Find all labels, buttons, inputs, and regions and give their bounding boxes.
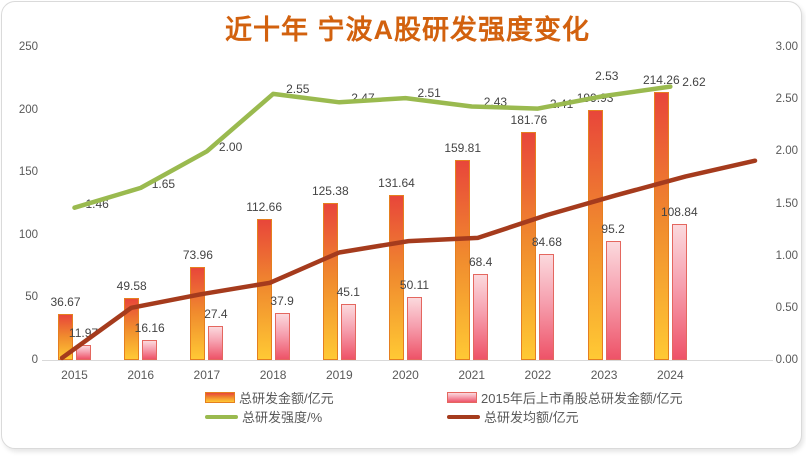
bar-post2015-rnd-2016: [142, 340, 158, 360]
legend-label: 总研发均额/亿元: [484, 410, 579, 425]
data-label-rnd-intensity: 2.41: [549, 96, 574, 111]
legend-label: 总研发强度/%: [242, 410, 323, 425]
data-label-post2015-rnd: 95.2: [601, 222, 625, 236]
data-label-post2015-rnd: 50.11: [399, 278, 430, 292]
data-label-rnd-intensity: 2.53: [595, 69, 619, 84]
year-label: 2017: [193, 368, 221, 382]
data-label-total-rnd: 36.67: [50, 295, 81, 309]
data-label-total-rnd: 131.64: [378, 176, 415, 190]
data-label-post2015-rnd: 68.4: [469, 255, 493, 269]
data-label-total-rnd: 159.81: [444, 141, 482, 155]
legend-label: 总研发金额/亿元: [239, 391, 334, 406]
bar-post2015-rnd-2022: [539, 254, 555, 360]
chart-title: 近十年 宁波A股研发强度变化: [225, 15, 590, 45]
data-label-total-rnd: 125.38: [311, 184, 349, 198]
data-label-post2015-rnd: 16.16: [134, 321, 165, 335]
data-label-post2015-rnd: 45.1: [336, 285, 360, 299]
year-label: 2024: [656, 368, 684, 382]
data-label-rnd-intensity: 2.47: [351, 91, 375, 106]
left-axis-tick-label: 100: [18, 228, 38, 241]
right-axis-tick-label: 2.00: [775, 145, 798, 158]
data-label-total-rnd: 181.76: [510, 113, 548, 127]
year-label: 2021: [458, 368, 486, 382]
data-label-rnd-intensity: 2.00: [218, 140, 243, 155]
right-axis-tick-label: 0.50: [775, 301, 798, 314]
data-label-rnd-intensity: 2.43: [483, 95, 508, 110]
data-label-total-rnd: 214.26: [642, 73, 680, 87]
year-label: 2018: [259, 368, 287, 382]
data-label-post2015-rnd: 108.84: [660, 205, 698, 219]
right-axis-tick-label: 1.50: [775, 197, 798, 210]
left-axis-tick-label: 0: [31, 354, 38, 366]
data-label-total-rnd: 112.66: [246, 200, 282, 214]
left-axis-tick-label: 150: [18, 166, 38, 179]
bar-post2015-rnd-2019: [340, 304, 356, 360]
data-label-post2015-rnd: 27.4: [204, 307, 228, 321]
right-axis-tick-label: 0.00: [775, 354, 798, 366]
data-label-rnd-intensity: 1.46: [85, 196, 109, 211]
bar-post2015-rnd-2023: [605, 241, 621, 360]
data-label-total-rnd: 49.58: [116, 279, 147, 293]
data-label-rnd-intensity: 2.55: [286, 81, 310, 96]
data-label-post2015-rnd: 84.68: [531, 235, 562, 249]
legend-item-rnd-intensity: 总研发强度/%: [205, 407, 334, 426]
left-axis-tick-label: 200: [18, 103, 38, 116]
bar-post2015-rnd-2024: [671, 224, 687, 360]
legend-right-column: 2015年后上市甬股总研发金额/亿元 总研发均额/亿元: [447, 388, 683, 426]
legend-item-post2015-rnd-amount: 2015年后上市甬股总研发金额/亿元: [447, 388, 683, 407]
data-label-total-rnd: 73.96: [182, 248, 213, 262]
legend-swatch-total-rnd-bar: [205, 392, 235, 403]
legend-left-column: 总研发金额/亿元 总研发强度/%: [205, 388, 334, 426]
x-axis-line: [42, 360, 773, 361]
bar-total-rnd-2019: [322, 203, 338, 360]
legend-item-total-rnd-amount: 总研发金额/亿元: [205, 388, 334, 407]
year-label: 2020: [392, 368, 419, 382]
year-label: 2019: [325, 368, 353, 382]
year-label: 2022: [524, 368, 552, 382]
bar-total-rnd-2018: [256, 219, 272, 360]
bar-post2015-rnd-2021: [473, 274, 489, 360]
year-label: 2015: [61, 368, 88, 382]
data-label-post2015-rnd: 11.97: [68, 326, 99, 340]
left-axis-tick-label: 50: [25, 291, 38, 304]
data-label-rnd-intensity: 2.51: [417, 86, 441, 101]
bar-post2015-rnd-2017: [208, 326, 224, 360]
right-axis-tick-label: 2.50: [775, 93, 798, 106]
legend-item-avg-rnd-amount: 总研发均额/亿元: [447, 407, 683, 426]
data-label-rnd-intensity: 1.65: [151, 176, 176, 191]
bar-post2015-rnd-2015: [76, 345, 91, 360]
bar-total-rnd-2024: [653, 92, 669, 360]
legend-label: 2015年后上市甬股总研发金额/亿元: [481, 391, 683, 406]
legend-swatch-average-line: [447, 414, 480, 419]
bar-post2015-rnd-2018: [274, 313, 290, 360]
right-axis-tick-label: 3.00: [775, 41, 798, 53]
legend-swatch-post2015-bar: [447, 392, 477, 403]
left-axis-tick-label: 250: [18, 41, 38, 53]
legend-swatch-intensity-line: [205, 414, 238, 419]
year-label: 2023: [590, 368, 618, 382]
right-axis-tick-label: 1.00: [775, 249, 798, 262]
year-label: 2016: [127, 368, 155, 382]
data-label-post2015-rnd: 37.9: [270, 294, 294, 308]
bar-post2015-rnd-2020: [407, 297, 422, 360]
data-label-rnd-intensity: 2.62: [682, 74, 706, 89]
